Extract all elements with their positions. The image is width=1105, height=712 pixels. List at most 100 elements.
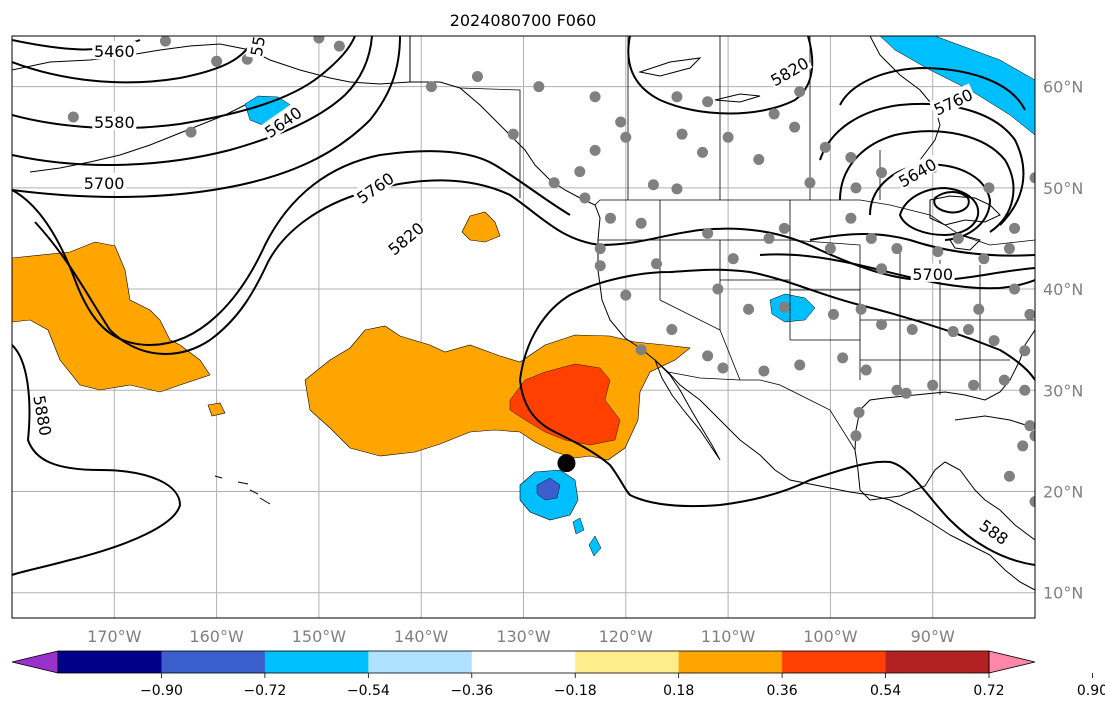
station-1 <box>211 55 223 67</box>
contour-label-bg <box>82 172 127 191</box>
contour-5880-central-america <box>809 460 1035 566</box>
station-36 <box>1003 243 1015 255</box>
contour-5700-plains <box>809 233 1035 257</box>
station-30 <box>865 232 877 244</box>
lon-label-0: 170°W <box>87 627 142 646</box>
contour-5460-east <box>933 191 970 214</box>
great-basin-negative-region <box>769 293 816 323</box>
height-contours <box>12 36 1035 576</box>
contour-label-text: 5460 <box>94 42 135 61</box>
contour-label-text: 55 <box>247 35 269 58</box>
contour-label-bg <box>30 392 57 439</box>
station-88 <box>1017 440 1029 452</box>
colorbar-segment-0 <box>58 651 162 673</box>
contour-5580-west <box>12 36 356 130</box>
colorbar-tick-labels: −0.90 −0.72 −0.54 −0.36 −0.18 0.18 0.36 0.54 0.7… <box>140 673 1105 699</box>
station-39 <box>778 301 790 313</box>
station-56 <box>758 365 770 377</box>
lat-label-0: 10°N <box>1043 584 1083 603</box>
station-4 <box>333 40 345 52</box>
station-84 <box>963 324 975 336</box>
station-19 <box>650 258 662 270</box>
lat-label-4: 50°N <box>1043 179 1083 198</box>
station-46 <box>998 374 1010 386</box>
contour-label-text: 5700 <box>912 265 953 284</box>
station-65 <box>722 131 734 143</box>
station-44 <box>988 335 1000 347</box>
colorbar-segment-3 <box>368 651 473 673</box>
station-32 <box>876 263 888 275</box>
station-91 <box>1003 470 1015 482</box>
station-9 <box>533 81 545 93</box>
station-53 <box>900 387 912 399</box>
arctic-islands <box>638 57 761 103</box>
station-31 <box>891 243 903 255</box>
us-canada-border <box>594 199 1035 246</box>
station-63 <box>676 128 688 140</box>
station-23 <box>702 227 714 239</box>
station-77 <box>794 86 806 98</box>
contour-label-bg <box>351 167 398 207</box>
hawaii-islands <box>214 475 271 505</box>
coastlines <box>12 36 1035 591</box>
lon-label-3: 140°W <box>394 627 449 646</box>
station-17 <box>594 260 606 272</box>
station-8 <box>471 70 483 82</box>
station-70 <box>876 167 888 179</box>
latitude-labels: 10°N 20°N 30°N 40°N 50°N 60°N <box>1043 78 1083 603</box>
station-12 <box>589 144 601 156</box>
contour-label-4: 5700 <box>82 172 127 193</box>
station-86 <box>1019 384 1031 396</box>
station-47 <box>968 379 980 391</box>
lat-label-1: 20°N <box>1043 482 1083 501</box>
hudson-bay-negative-region <box>879 36 1035 136</box>
station-14 <box>579 192 591 204</box>
station-22 <box>647 179 659 191</box>
station-28 <box>778 222 790 234</box>
map-title: 2024080700 F060 <box>450 11 597 30</box>
colorbar-segment-1 <box>161 651 266 673</box>
station-26 <box>743 303 755 315</box>
station-64 <box>697 146 709 158</box>
contour-5760-west <box>12 150 571 347</box>
map-frame <box>11 35 1036 619</box>
hawaii-strong-negative-core <box>536 477 561 501</box>
station-45 <box>1019 345 1031 357</box>
contour-5580-east <box>869 163 992 241</box>
station-54 <box>837 352 849 364</box>
small-negative-patch-2 <box>588 535 602 557</box>
lon-label-4: 130°W <box>496 627 551 646</box>
contour-label-text: 5700 <box>84 174 125 193</box>
lat-label-3: 40°N <box>1043 280 1083 299</box>
station-61 <box>574 166 586 178</box>
station-24 <box>712 283 724 295</box>
station-29 <box>824 243 836 255</box>
colorbar-extend-low <box>11 650 59 674</box>
colorbar-segment-4 <box>471 651 576 673</box>
contour-5640-west <box>12 36 373 166</box>
station-73 <box>753 153 765 165</box>
colorbar-tick-label-9: 0.90 <box>1077 683 1105 699</box>
contour-5820-north <box>627 36 814 115</box>
colorbar-segment-5 <box>575 651 680 673</box>
lon-label-1: 160°W <box>189 627 244 646</box>
longitude-labels: 170°W 160°W 150°W 140°W 130°W 120°W 110°W 100°W… <box>87 627 955 646</box>
northeast-pacific-positive-region <box>461 211 501 243</box>
station-82 <box>1009 283 1021 295</box>
aleutian-islands <box>29 104 246 173</box>
baja-california <box>654 359 721 461</box>
lon-label-5: 120°W <box>599 627 654 646</box>
station-15 <box>604 212 616 224</box>
station-6 <box>185 126 197 138</box>
station-7 <box>425 81 437 93</box>
station-48 <box>927 379 939 391</box>
contour-label-bg <box>259 101 306 142</box>
station-72 <box>804 177 816 189</box>
contour-5880-east <box>519 268 1035 508</box>
contour-label-0: 5460 <box>92 41 137 61</box>
contour-5520 <box>12 36 256 84</box>
station-11 <box>507 128 519 140</box>
station-13 <box>548 177 560 189</box>
colorbar-tick-label-6: 0.36 <box>767 683 798 699</box>
